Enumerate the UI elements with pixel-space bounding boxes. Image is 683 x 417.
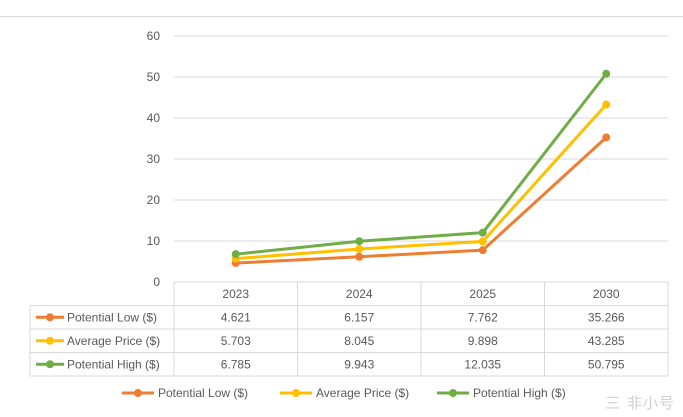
watermark: 三 非小号 [605, 394, 675, 412]
y-tick-label-60: 60 [147, 29, 161, 43]
y-tick-label-0: 0 [153, 275, 160, 289]
table-cell-0-2: 7.762 [468, 310, 498, 324]
series-line-1 [235, 103, 608, 261]
legend-marker-1 [292, 389, 300, 397]
legend-marker-2 [449, 389, 457, 397]
table-cell-2-2: 12.035 [464, 357, 501, 371]
data-point-1-1 [355, 245, 364, 254]
data-point-0-2 [478, 246, 487, 255]
y-tick-label-40: 40 [147, 111, 161, 125]
y-tick-label-20: 20 [147, 193, 161, 207]
table-series-name-0: Potential Low ($) [67, 310, 157, 324]
table-cell-0-3: 35.266 [588, 310, 625, 324]
series-line-2 [235, 72, 608, 256]
table-cell-1-3: 43.285 [588, 334, 625, 348]
legend-label-0: Potential Low ($) [158, 386, 248, 400]
table-cell-1-0: 5.703 [221, 334, 251, 348]
x-tick-label-2030: 2030 [593, 287, 620, 301]
table-cell-0-0: 4.621 [221, 310, 251, 324]
data-point-2-3 [602, 69, 611, 78]
y-tick-label-30: 30 [147, 152, 161, 166]
legend-label-2: Potential High ($) [473, 386, 566, 400]
top-divider [0, 16, 683, 17]
table-cell-1-2: 9.898 [468, 334, 498, 348]
table-cell-2-3: 50.795 [588, 357, 625, 371]
x-tick-label-2024: 2024 [346, 287, 373, 301]
legend-label-1: Average Price ($) [316, 386, 409, 400]
data-point-1-2 [478, 237, 487, 246]
table-cell-0-1: 6.157 [344, 310, 374, 324]
table-legend-marker-1 [46, 336, 54, 345]
x-tick-label-2023: 2023 [222, 287, 249, 301]
data-point-1-3 [602, 100, 611, 109]
y-tick-label-50: 50 [147, 70, 161, 84]
table-series-name-1: Average Price ($) [67, 334, 160, 348]
data-point-0-3 [602, 133, 611, 142]
data-point-2-1 [355, 237, 364, 246]
data-point-2-2 [478, 228, 487, 237]
table-cell-1-1: 8.045 [344, 334, 374, 348]
y-tick-label-10: 10 [147, 234, 161, 248]
data-point-2-0 [231, 250, 240, 259]
table-legend-marker-0 [46, 313, 54, 322]
table-series-name-2: Potential High ($) [67, 357, 160, 371]
x-tick-label-2025: 2025 [469, 287, 496, 301]
table-legend-marker-2 [46, 360, 54, 369]
data-point-0-1 [355, 252, 364, 261]
legend-marker-0 [134, 389, 142, 397]
table-cell-2-0: 6.785 [221, 357, 251, 371]
table-cell-2-1: 9.943 [344, 357, 374, 371]
series-line-0 [235, 136, 608, 265]
